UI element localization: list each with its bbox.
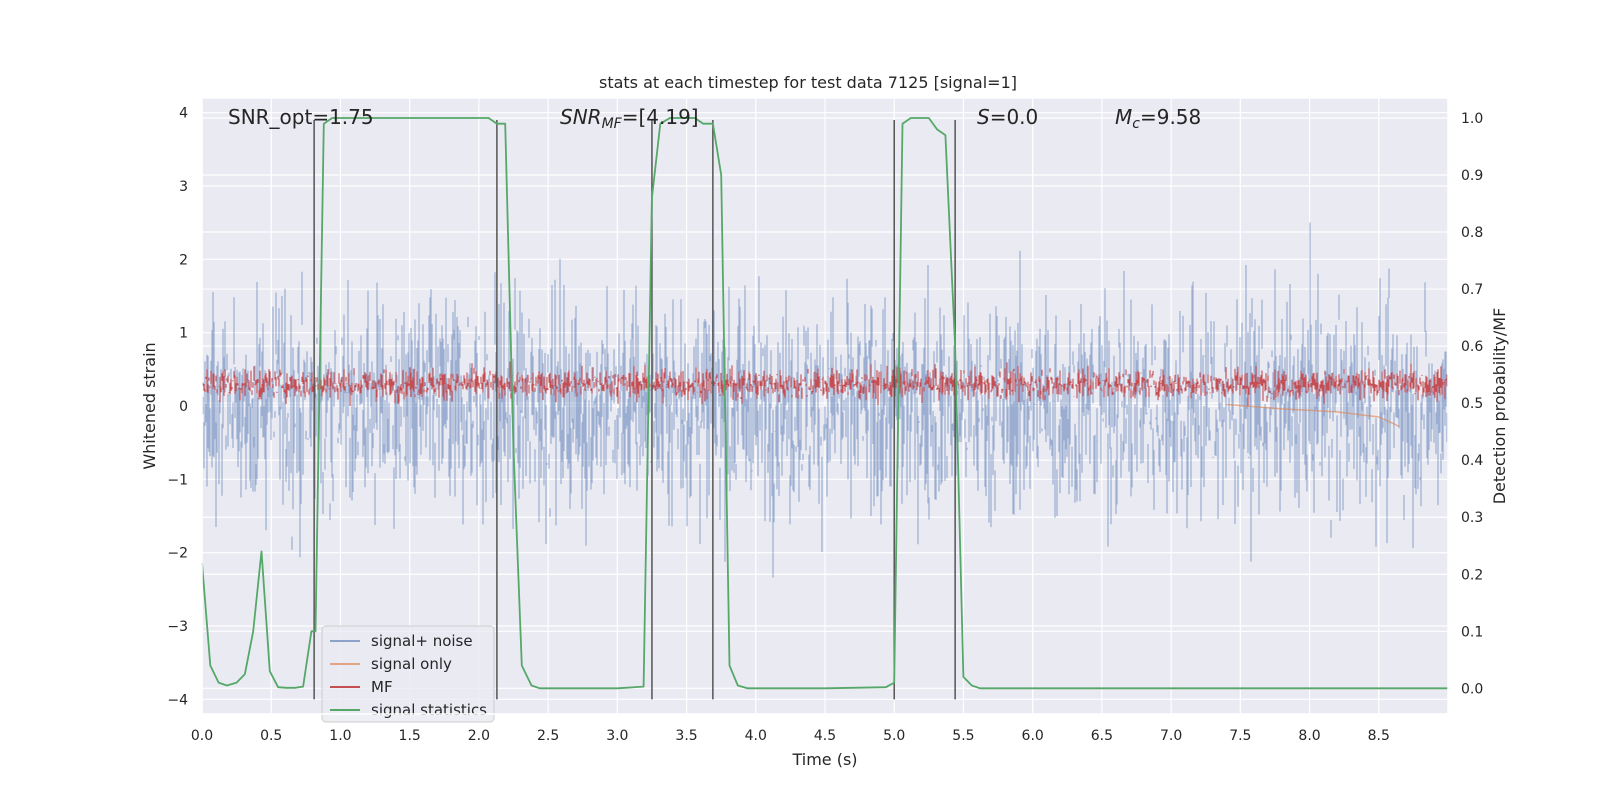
signal-statistics-line: [201, 117, 1448, 690]
mc-rest: =9.58: [1140, 105, 1201, 129]
y-right-tick-label: 0.2: [1461, 567, 1483, 583]
y-left-tick-label: −3: [167, 619, 188, 635]
legend-label: signal only: [371, 655, 452, 673]
signal-only-series: [1226, 403, 1400, 428]
s-rest: =0.0: [990, 105, 1039, 129]
vertical-boundary-lines: [313, 120, 956, 700]
y-left-tick-label: 3: [179, 179, 188, 195]
y-right-axis-label: Detection probability/MF: [1490, 308, 1509, 505]
y-left-tick-label: −1: [167, 472, 188, 488]
y-right-tick-label: 0.0: [1461, 681, 1483, 697]
x-tick-label: 7.0: [1160, 728, 1182, 744]
x-tick-label: 7.5: [1229, 728, 1251, 744]
x-tick-label: 3.0: [606, 728, 628, 744]
x-axis-label: Time (s): [791, 750, 857, 769]
y-right-tick-label: 0.6: [1461, 339, 1483, 355]
x-tick-label: 4.5: [814, 728, 836, 744]
y-right-tick-label: 0.3: [1461, 510, 1483, 526]
y-right-tick-label: 0.7: [1461, 282, 1483, 298]
snr-mf-rest: =[4.19]: [622, 105, 699, 129]
x-tick-label: 1.5: [399, 728, 421, 744]
y-right-tick-label: 0.5: [1461, 396, 1483, 412]
x-tick-label: 6.0: [1022, 728, 1044, 744]
legend-box: [321, 625, 495, 723]
snr-mf-sub: MF: [602, 116, 623, 132]
y-right-tick-label: 0.9: [1461, 168, 1483, 184]
x-tick-label: 0.5: [260, 728, 282, 744]
y-right-tick-label: 0.1: [1461, 624, 1483, 640]
x-tick-label: 8.5: [1368, 728, 1390, 744]
y-left-tick-label: 0: [179, 399, 188, 415]
y-left-tick-labels: −4 −3 −2 −1 0 1 2 3 4: [167, 106, 188, 709]
mc-main: M: [1115, 105, 1132, 129]
x-tick-label: 5.5: [952, 728, 974, 744]
y-right-tick-label: 0.8: [1461, 225, 1483, 241]
plot-frame: [201, 97, 1449, 715]
x-tick-label: 4.0: [745, 728, 767, 744]
signal-only-line: [1226, 403, 1400, 428]
legend-label: signal+ noise: [371, 632, 473, 650]
legend-label: MF: [371, 678, 393, 696]
x-tick-label: 0.0: [191, 728, 213, 744]
s-main: S: [977, 105, 990, 129]
x-tick-label: 5.0: [883, 728, 905, 744]
y-left-tick-label: 2: [179, 252, 188, 268]
s-annotation: S=0.0: [977, 105, 1038, 129]
x-tick-labels: 0.0 0.5 1.0 1.5 2.0 2.5 3.0 3.5 4.0 4.5 5.0 5.5 6.0 6…: [191, 728, 1390, 744]
x-tick-label: 2.0: [468, 728, 490, 744]
x-tick-label: 2.5: [537, 728, 559, 744]
x-tick-label: 1.0: [329, 728, 351, 744]
mc-annotation: Mc=9.58: [1115, 105, 1201, 132]
x-tick-label: 3.5: [675, 728, 697, 744]
y-left-tick-label: 4: [179, 106, 188, 122]
y-right-tick-label: 1.0: [1461, 111, 1483, 127]
signal-statistics-series: [201, 117, 1448, 690]
legend-label: signal statistics: [371, 701, 487, 719]
x-tick-label: 8.0: [1298, 728, 1320, 744]
mc-sub: c: [1132, 116, 1140, 132]
x-tick-label: 6.5: [1091, 728, 1113, 744]
snr-mf-annotation: SNRMF=[4.19]: [560, 105, 699, 132]
legend: signal+ noise signal only MF signal statist…: [321, 625, 495, 723]
y-left-tick-label: −4: [167, 692, 188, 708]
y-left-axis-label: Whitened strain: [140, 342, 159, 469]
chart-title: stats at each timestep for test data 712…: [599, 73, 1017, 92]
y-right-tick-label: 0.4: [1461, 453, 1483, 469]
y-left-tick-label: −2: [167, 546, 188, 562]
snr-opt-annotation: SNR_opt=1.75: [228, 105, 374, 129]
y-right-tick-labels: 0.0 0.1 0.2 0.3 0.4 0.5 0.6 0.7 0.8 0.9 1.0: [1461, 111, 1483, 697]
y-left-tick-label: 1: [179, 326, 188, 342]
snr-mf-main: SNR: [560, 105, 602, 129]
